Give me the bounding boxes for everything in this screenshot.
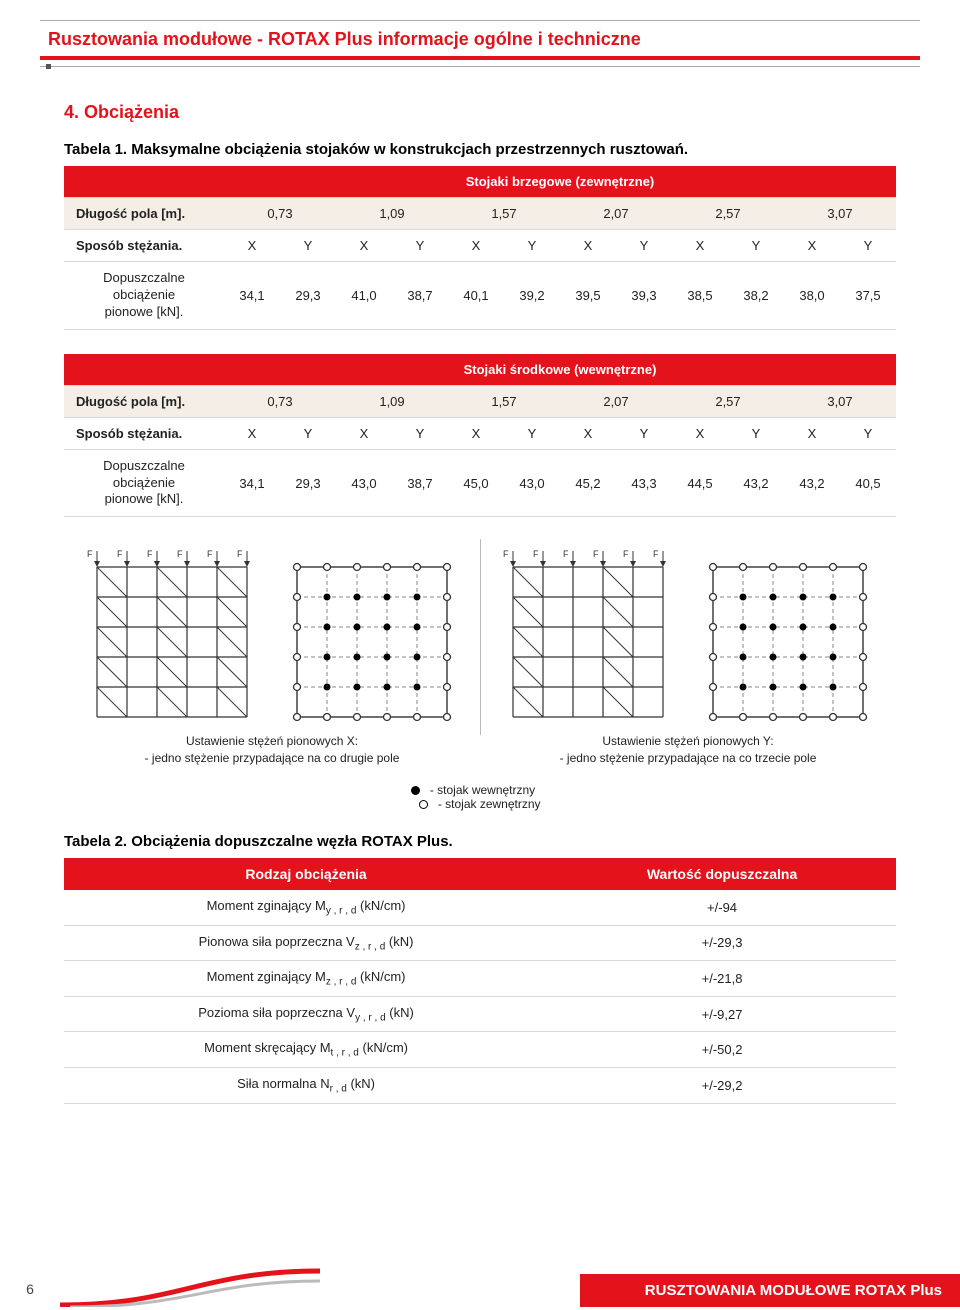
header-bar: Rusztowania modułowe - ROTAX Plus inform… bbox=[40, 20, 920, 60]
row-mode-inner: Sposób stężania. X Y X Y X Y X Y X Y X Y bbox=[64, 417, 896, 449]
svg-text:F: F bbox=[117, 549, 123, 559]
page-title: Rusztowania modułowe - ROTAX Plus inform… bbox=[48, 29, 641, 49]
loads-row: Pozioma siła poprzeczna Vy , r , d (kN)+… bbox=[64, 996, 896, 1032]
diagram-row: FFFFFF FFFFFF bbox=[64, 547, 896, 727]
row-load-inner: Dopuszczalne obciążenie pionowe [kN]. 34… bbox=[64, 449, 896, 517]
header-underline bbox=[40, 66, 920, 70]
legend-empty-icon bbox=[419, 800, 428, 809]
header-dot bbox=[46, 64, 51, 69]
svg-text:F: F bbox=[533, 549, 539, 559]
page-number: 6 bbox=[0, 1281, 60, 1307]
loads-row: Pionowa siła poprzeczna Vz , r , d (kN)+… bbox=[64, 925, 896, 961]
table2-caption: Tabela 2. Obciążenia dopuszczalne węzła … bbox=[64, 833, 896, 850]
loads-hdr-value: Wartość dopuszczalna bbox=[548, 858, 896, 890]
row-load-outer: Dopuszczalne obciążenie pionowe [kN]. 34… bbox=[64, 262, 896, 330]
diagram-captions: Ustawienie stężeń pionowych X: - jedno s… bbox=[64, 733, 896, 767]
svg-text:F: F bbox=[563, 549, 569, 559]
loads-row: Moment zginający Mz , r , d (kN/cm)+/-21… bbox=[64, 961, 896, 997]
svg-text:F: F bbox=[177, 549, 183, 559]
loads-row: Moment skręcający Mt , r , d (kN/cm)+/-5… bbox=[64, 1032, 896, 1068]
svg-text:F: F bbox=[207, 549, 213, 559]
svg-text:F: F bbox=[237, 549, 243, 559]
table-inner-header: Stojaki środkowe (wewnętrzne) bbox=[224, 354, 896, 386]
loads-hdr-type: Rodzaj obciążenia bbox=[64, 858, 548, 890]
footer: 6 RUSZTOWANIA MODUŁOWE ROTAX Plus bbox=[0, 1267, 960, 1307]
diagram-x-plan bbox=[282, 547, 462, 727]
section-heading: 4. Obciążenia bbox=[64, 102, 896, 123]
diagram-x-elevation: FFFFFF bbox=[82, 547, 262, 727]
loads-row: Moment zginający My , r , d (kN/cm)+/-94 bbox=[64, 890, 896, 925]
diagram-y-elevation: FFFFFF bbox=[498, 547, 678, 727]
footer-product: RUSZTOWANIA MODUŁOWE ROTAX Plus bbox=[580, 1274, 960, 1307]
row-length-outer: Długość pola [m]. 0,73 1,09 1,57 2,07 2,… bbox=[64, 198, 896, 230]
diagram-legend: - stojak wewnętrzny - stojak zewnętrzny bbox=[64, 783, 896, 811]
svg-text:F: F bbox=[653, 549, 659, 559]
row-mode-outer: Sposób stężania. X Y X Y X Y X Y X Y X Y bbox=[64, 230, 896, 262]
svg-text:F: F bbox=[593, 549, 599, 559]
table-outer: Stojaki brzegowe (zewnętrzne) Długość po… bbox=[64, 166, 896, 330]
table-loads: Rodzaj obciążenia Wartość dopuszczalna M… bbox=[64, 858, 896, 1104]
footer-swoosh bbox=[60, 1267, 580, 1307]
table1-caption: Tabela 1. Maksymalne obciążenia stojaków… bbox=[64, 141, 896, 158]
svg-text:F: F bbox=[503, 549, 509, 559]
loads-row: Siła normalna Nr , d (kN)+/-29,2 bbox=[64, 1067, 896, 1103]
svg-text:F: F bbox=[623, 549, 629, 559]
caption-x: Ustawienie stężeń pionowych X: - jedno s… bbox=[64, 733, 480, 767]
caption-y: Ustawienie stężeń pionowych Y: - jedno s… bbox=[480, 733, 896, 767]
diagram-y-plan bbox=[698, 547, 878, 727]
svg-text:F: F bbox=[147, 549, 153, 559]
table-outer-header: Stojaki brzegowe (zewnętrzne) bbox=[224, 166, 896, 198]
svg-text:F: F bbox=[87, 549, 93, 559]
table-inner: Stojaki środkowe (wewnętrzne) Długość po… bbox=[64, 354, 896, 518]
row-length-inner: Długość pola [m]. 0,73 1,09 1,57 2,07 2,… bbox=[64, 385, 896, 417]
diagram-divider bbox=[480, 539, 481, 735]
legend-filled-icon bbox=[411, 786, 420, 795]
